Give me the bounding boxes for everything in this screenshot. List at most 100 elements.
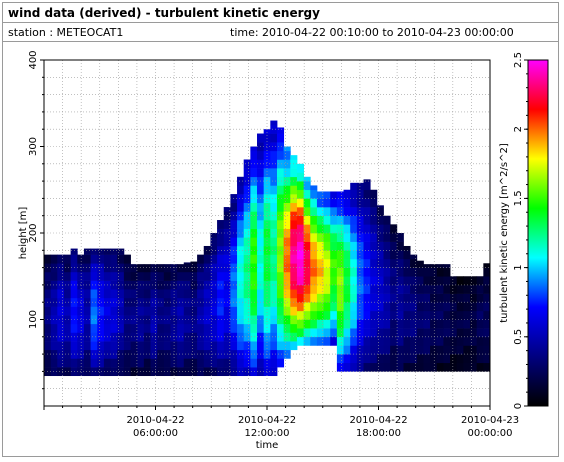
heatmap-cell [217, 228, 225, 238]
heatmap-cell [410, 254, 418, 260]
heatmap-cell [150, 280, 158, 290]
heatmap-cell [316, 215, 324, 225]
heatmap-cell [430, 284, 438, 294]
heatmap-cell [243, 332, 251, 342]
heatmap-cell [123, 297, 131, 307]
heatmap-cell [336, 198, 344, 208]
heatmap-cell [257, 341, 265, 351]
heatmap-cell [283, 323, 291, 333]
heatmap-cell [436, 362, 444, 372]
heatmap-cell [90, 358, 98, 368]
heatmap-cell [210, 358, 218, 368]
heatmap-cell [150, 289, 158, 299]
heatmap-cell [303, 310, 311, 320]
heatmap-cell [450, 354, 458, 364]
heatmap-cell [276, 168, 285, 178]
heatmap-cell [396, 328, 404, 338]
heatmap-cell [483, 276, 491, 286]
heatmap-cell [117, 271, 125, 281]
heatmap-cell [363, 198, 371, 208]
heatmap-cell [283, 202, 291, 212]
heatmap-cell [50, 280, 58, 290]
heatmap-cell [137, 341, 145, 351]
heatmap-cell [237, 228, 245, 238]
heatmap-cell [363, 362, 371, 372]
heatmap-cell [263, 228, 271, 238]
heatmap-cell [410, 267, 418, 277]
heatmap-cell [383, 302, 391, 312]
heatmap-cell [263, 245, 271, 255]
heatmap-cell [250, 358, 258, 368]
heatmap-cell [177, 271, 185, 281]
heatmap-cell [270, 150, 278, 160]
heatmap-cell [336, 224, 344, 234]
heatmap-cell [363, 302, 371, 312]
heatmap-cell [350, 336, 358, 346]
heatmap-cell [350, 267, 358, 277]
heatmap-cell [157, 297, 165, 307]
heatmap-cell [123, 263, 131, 273]
heatmap-cell [237, 323, 245, 333]
heatmap-cell [90, 367, 98, 377]
heatmap-cell [483, 319, 491, 329]
heatmap-cell [243, 297, 251, 307]
heatmap-cell [250, 194, 258, 204]
heatmap-cell [370, 362, 378, 372]
heatmap-cell [283, 220, 291, 229]
heatmap-cell [370, 310, 378, 320]
heatmap-cell [63, 280, 72, 290]
heatmap-cell [163, 358, 171, 368]
heatmap-cell [283, 254, 291, 264]
heatmap-cell [70, 341, 78, 351]
heatmap-cell [63, 323, 72, 333]
heatmap-cell [237, 349, 245, 359]
heatmap-cell [450, 302, 458, 312]
y-tick-label: 200 [28, 223, 39, 242]
heatmap-cell [303, 241, 311, 251]
heatmap-cell [237, 245, 245, 255]
heatmap-cell [336, 336, 344, 346]
heatmap-cell [483, 345, 491, 355]
heatmap-cell [270, 185, 278, 195]
heatmap-cell [303, 293, 311, 303]
heatmap-cell [163, 323, 171, 333]
heatmap-cell [83, 289, 91, 299]
heatmap-cell [50, 289, 58, 299]
heatmap-cell [323, 215, 331, 225]
heatmap-cell [436, 328, 444, 338]
heatmap-cell [283, 237, 291, 247]
heatmap-cell [57, 315, 65, 325]
heatmap-cell [177, 341, 185, 351]
heatmap-cell [356, 224, 364, 234]
heatmap-cell [50, 271, 58, 281]
heatmap-cell [396, 276, 404, 286]
heatmap-cell [257, 237, 265, 247]
heatmap-cell [416, 267, 424, 277]
heatmap-cell [103, 341, 111, 351]
heatmap-cell [350, 284, 358, 294]
heatmap-cell [117, 349, 125, 359]
heatmap-cell [330, 319, 338, 329]
heatmap-cell [110, 349, 118, 359]
heatmap-cell [403, 362, 411, 372]
heatmap-cell [343, 362, 351, 372]
heatmap-cell [117, 280, 125, 290]
heatmap-cell [190, 280, 198, 290]
heatmap-cell [103, 271, 111, 281]
heatmap-cell [316, 207, 324, 216]
heatmap-cell [123, 332, 131, 342]
heatmap-cell [183, 289, 191, 299]
heatmap-cell [83, 306, 91, 316]
heatmap-cell [470, 310, 478, 320]
heatmap-cell [250, 341, 258, 351]
heatmap-cell [410, 258, 418, 268]
heatmap-cell [323, 336, 331, 346]
heatmap-cell [316, 241, 324, 251]
heatmap-cell [350, 310, 358, 320]
heatmap-cell [250, 228, 258, 238]
heatmap-cell [203, 271, 211, 281]
heatmap-cell [336, 207, 344, 216]
heatmap-cell [336, 250, 344, 260]
heatmap-cell [470, 345, 478, 355]
heatmap-cell [77, 254, 85, 264]
